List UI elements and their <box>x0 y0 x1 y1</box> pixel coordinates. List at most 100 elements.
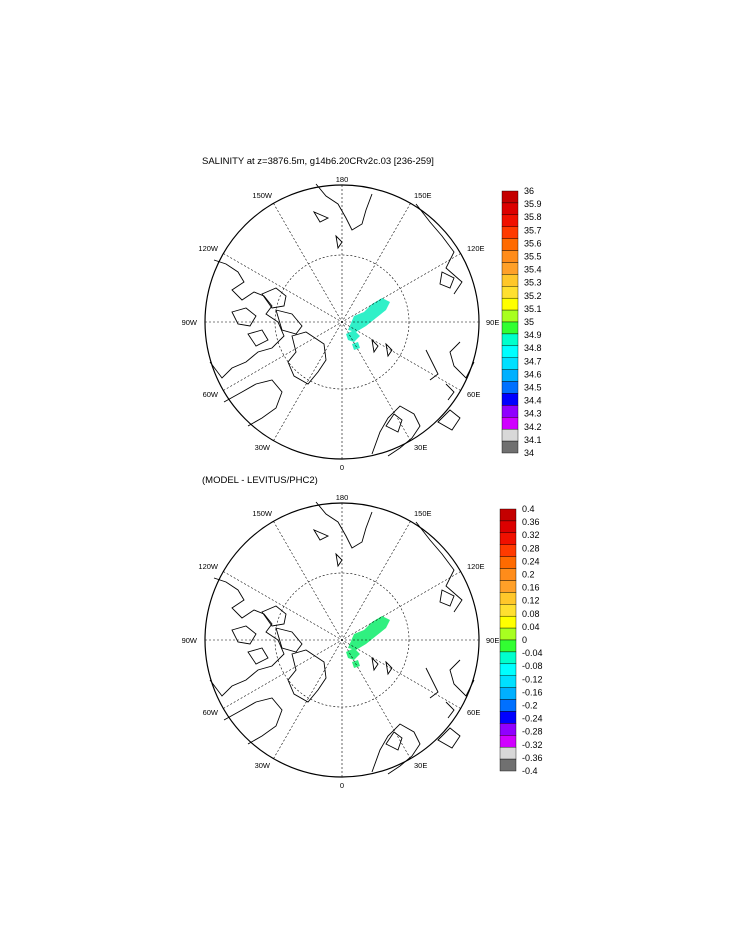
colorbar-swatch <box>501 440 519 454</box>
coastline <box>445 701 455 719</box>
colorbar-swatch <box>499 663 517 676</box>
graticule-meridian <box>223 571 461 709</box>
coastline <box>315 501 373 549</box>
colorbar-label: 36 <box>524 186 534 196</box>
coastline <box>247 329 269 347</box>
colorbar-swatch <box>499 615 517 629</box>
coastline <box>385 660 393 676</box>
coastline <box>425 349 439 381</box>
lon-label-90w: 90W <box>182 636 198 645</box>
colorbar-swatch <box>499 651 517 665</box>
lon-label-60e: 60E <box>467 390 480 399</box>
colorbar-label: 34 <box>524 448 534 458</box>
colorbar-swatch <box>501 357 519 370</box>
lon-label-0: 0 <box>340 781 344 790</box>
coastline <box>439 589 455 607</box>
lon-label-60w: 60W <box>203 708 219 717</box>
colorbar-swatch <box>501 190 519 204</box>
colorbar-label: 0.36 <box>522 517 540 527</box>
coastline <box>315 183 373 231</box>
colorbar-label: -0.24 <box>522 714 543 724</box>
coastline <box>449 341 475 379</box>
colorbar-swatch <box>499 746 517 760</box>
colorbar-swatch <box>499 711 517 724</box>
graticule-parallel <box>274 254 410 390</box>
colorbar-label: 35.1 <box>524 304 542 314</box>
coastline <box>439 271 455 289</box>
colorbar-swatch <box>501 428 519 442</box>
colorbar-label: -0.2 <box>522 701 538 711</box>
coastline <box>445 383 455 401</box>
colorbar-swatch <box>499 675 517 688</box>
coastline <box>261 287 287 309</box>
lon-label-150w: 150W <box>252 191 273 200</box>
colorbar-label: -0.12 <box>522 674 543 684</box>
field-patch <box>346 648 360 660</box>
colorbar-swatch <box>501 226 519 239</box>
colorbar-label: 34.9 <box>524 330 542 340</box>
coastline <box>335 234 343 250</box>
colorbar-swatch <box>499 627 517 641</box>
coastline <box>335 552 343 568</box>
colorbar-swatch <box>499 758 517 772</box>
colorbar-label: 35.4 <box>524 265 542 275</box>
lon-label-120e: 120E <box>467 244 485 253</box>
lon-label-0: 0 <box>340 463 344 472</box>
colorbar-label: 34.4 <box>524 396 542 406</box>
coastline <box>275 627 303 653</box>
colorbar-swatch <box>501 250 519 263</box>
coastline <box>371 723 421 775</box>
colorbar-swatch <box>501 405 519 418</box>
coastline <box>437 409 461 431</box>
colorbar-swatch <box>499 604 517 617</box>
polar-map-salinity: 180 0 90W 90E 150W 120W 150E 120E 60W 30… <box>182 175 500 472</box>
colorbar-swatch <box>499 532 517 545</box>
coastline <box>287 649 327 703</box>
colorbar-label: 34.2 <box>524 422 542 432</box>
colorbar-swatch <box>499 735 517 748</box>
colorbar-label: 35.7 <box>524 225 542 235</box>
colorbar-label: 0 <box>522 635 527 645</box>
colorbar-label: 35.8 <box>524 212 542 222</box>
colorbar-difference: 0.4 0.36 0.32 0.28 0.24 0.2 0.16 0.12 0.08 0.04 0 -… <box>499 504 543 776</box>
colorbar-swatch <box>501 321 519 335</box>
coastline <box>415 203 463 295</box>
coastline <box>371 338 379 354</box>
colorbar-swatch <box>501 238 519 251</box>
colorbar-swatch <box>501 297 519 311</box>
colorbar-label: 0.04 <box>522 622 540 632</box>
colorbar-label: -0.16 <box>522 687 543 697</box>
colorbar-label: 35 <box>524 317 534 327</box>
coastline <box>275 309 303 335</box>
panel-title-salinity: SALINITY at z=3876.5m, g14b6.20CRv2c.03 … <box>202 156 434 167</box>
colorbar-swatch <box>499 723 517 736</box>
lon-label-30w: 30W <box>255 761 271 770</box>
colorbar-swatch <box>499 556 517 569</box>
lon-label-180: 180 <box>336 493 349 502</box>
colorbar-label: 35.5 <box>524 252 542 262</box>
colorbar-label: 34.1 <box>524 435 542 445</box>
colorbar-label: -0.4 <box>522 766 538 776</box>
colorbar-swatch <box>501 202 519 216</box>
coastline <box>371 405 421 457</box>
colorbar-swatch <box>501 393 519 406</box>
polar-map-difference: 180 0 90W 90E 150W 120W 150E 120E 60W 30… <box>182 493 500 790</box>
coastline <box>312 211 330 223</box>
colorbar-label: -0.04 <box>522 648 543 658</box>
colorbar-swatch <box>501 369 519 382</box>
colorbar-swatch <box>501 417 519 430</box>
colorbar-swatch <box>499 639 517 653</box>
colorbar-label: -0.28 <box>522 727 543 737</box>
colorbar-swatch <box>501 286 519 299</box>
colorbar-label: 0.12 <box>522 596 540 606</box>
coastline <box>312 529 330 541</box>
coastline <box>247 647 269 665</box>
colorbar-label: 34.5 <box>524 383 542 393</box>
coastline <box>223 697 283 745</box>
lon-label-90w: 90W <box>182 318 198 327</box>
lon-label-60w: 60W <box>203 390 219 399</box>
coastline <box>261 605 287 627</box>
colorbar-label: -0.36 <box>522 753 543 763</box>
colorbar-label: -0.32 <box>522 740 543 750</box>
graticule-parallel <box>274 572 410 708</box>
